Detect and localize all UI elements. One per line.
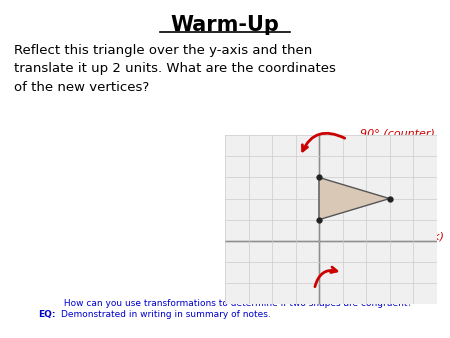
Text: -270
90 rule: -270 90 rule: [232, 248, 271, 270]
Text: Reflect this triangle over the y-axis and then
translate it up 2 units. What are: Reflect this triangle over the y-axis an…: [14, 44, 335, 94]
Text: 90° (counter): 90° (counter): [360, 128, 435, 139]
Text: -90
on
clock): -90 on clock): [412, 208, 445, 241]
Text: 270 rule: 270 rule: [324, 272, 370, 282]
Text: How can you use transformations to determine if two shapes are congruent?
Demons: How can you use transformations to deter…: [61, 298, 412, 319]
Text: Warm-Up: Warm-Up: [171, 15, 279, 35]
Polygon shape: [319, 177, 390, 220]
Text: EQ:: EQ:: [38, 310, 56, 319]
